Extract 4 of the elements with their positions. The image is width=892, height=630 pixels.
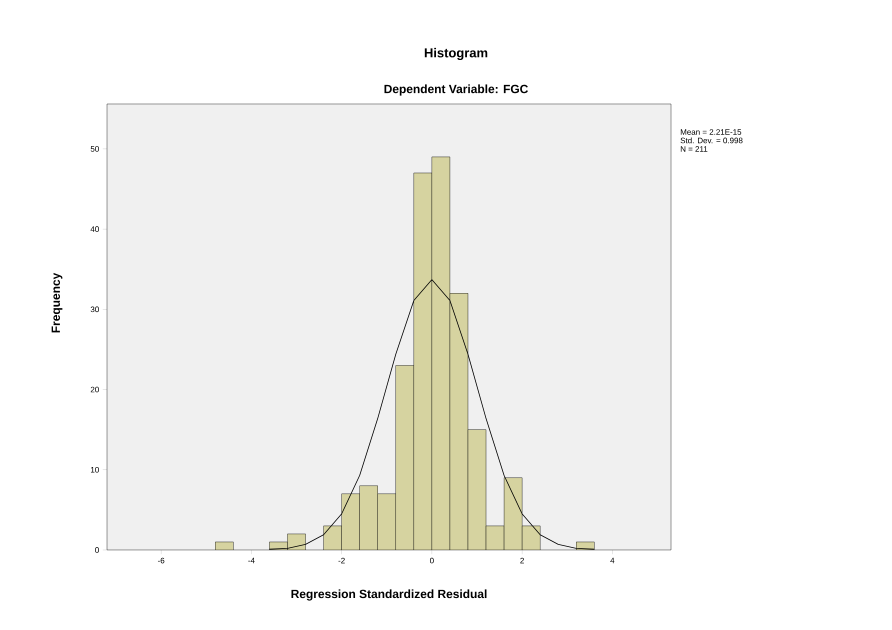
chart-subtitle: Dependent Variable: FGC <box>384 84 528 96</box>
chart-title: Histogram <box>424 48 488 60</box>
y-axis-title: Frequency <box>52 272 62 332</box>
x-axis-title: Regression Standardized Residual <box>291 589 486 601</box>
